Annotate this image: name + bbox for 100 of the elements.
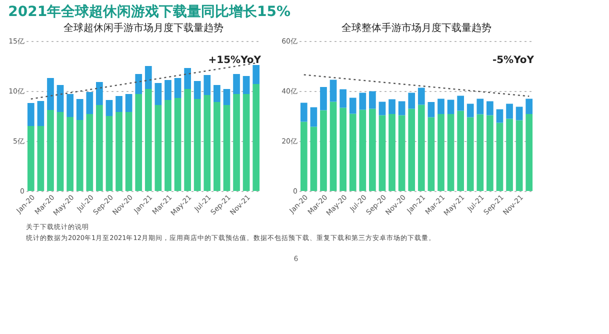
bar [76, 120, 84, 191]
bar [506, 104, 513, 119]
bar [476, 98, 484, 114]
bar [526, 98, 533, 114]
bar [330, 102, 337, 191]
bar [310, 107, 318, 127]
bar [526, 114, 533, 191]
chart-title: 全球整体手游市场月度下载量趋势 [342, 22, 492, 34]
bar [233, 74, 240, 94]
bar [37, 126, 44, 191]
bar [86, 114, 94, 191]
bar [476, 114, 484, 191]
bar [330, 80, 337, 102]
bar [116, 96, 122, 112]
bar [47, 78, 54, 110]
bar [37, 101, 44, 126]
bar [66, 94, 74, 117]
bar [116, 112, 122, 191]
bar [486, 101, 494, 116]
bar [174, 98, 182, 191]
bar [418, 104, 425, 191]
bar [398, 115, 406, 191]
bar [349, 98, 356, 114]
bar [349, 114, 356, 191]
bar [408, 108, 416, 191]
bar [457, 110, 464, 191]
bar [428, 102, 435, 118]
bar [486, 115, 494, 191]
bar [56, 85, 64, 112]
bar [378, 115, 386, 191]
bar [194, 99, 201, 191]
bar [359, 110, 366, 191]
bar [106, 116, 113, 191]
annotation: -5%YoY [492, 55, 535, 66]
bar [223, 89, 230, 105]
bar [506, 118, 513, 191]
bar [125, 112, 132, 191]
bar [154, 83, 162, 105]
bar [428, 117, 435, 191]
bar [223, 105, 230, 191]
text: 2021年全球超休闲游戏下载量同比增长15% [8, 4, 291, 20]
bar [125, 94, 132, 112]
bar [466, 104, 474, 118]
bar [408, 92, 416, 109]
bar [388, 114, 396, 191]
bar [438, 98, 444, 114]
bar [106, 100, 113, 116]
bar [135, 94, 142, 191]
bar [184, 89, 191, 191]
bar [398, 101, 406, 116]
bar [242, 94, 250, 191]
bar [164, 80, 172, 100]
bar [252, 65, 260, 84]
bar [457, 96, 464, 111]
bar [56, 112, 64, 191]
bar [340, 108, 346, 191]
bar [233, 94, 240, 191]
bar [204, 95, 211, 191]
bar [144, 89, 152, 191]
bar [76, 99, 84, 120]
chart-title: 全球超休闲手游市场月度下载量趋势 [64, 22, 224, 34]
bar [144, 66, 152, 89]
bar [300, 102, 308, 122]
bar [96, 105, 103, 191]
bar [86, 92, 94, 114]
bar [154, 105, 162, 191]
bar [320, 87, 327, 110]
bar [359, 92, 366, 110]
bar [66, 117, 74, 191]
bar [496, 109, 504, 123]
bar [496, 122, 504, 191]
bar [300, 122, 308, 191]
bar [438, 114, 444, 191]
bar [135, 74, 142, 94]
bar [320, 110, 327, 191]
bar [310, 126, 318, 191]
bar [516, 120, 523, 191]
bar [47, 110, 54, 191]
bar [466, 117, 474, 191]
bar [388, 99, 396, 114]
bar [516, 106, 523, 120]
bar [27, 103, 34, 126]
bar [447, 100, 454, 114]
bar [174, 78, 182, 98]
bar [369, 108, 376, 191]
bar [164, 100, 172, 191]
bar [194, 81, 201, 99]
bar [214, 102, 220, 191]
bar [447, 114, 454, 191]
bar [378, 102, 386, 116]
bar [242, 76, 250, 94]
bar [184, 68, 191, 89]
bar [369, 91, 376, 109]
bar [204, 75, 211, 95]
bar [27, 126, 34, 191]
bar [252, 84, 260, 191]
bar [214, 85, 220, 102]
bar [340, 89, 346, 108]
annotation: +15%YoY [208, 55, 262, 66]
bar [418, 88, 425, 105]
